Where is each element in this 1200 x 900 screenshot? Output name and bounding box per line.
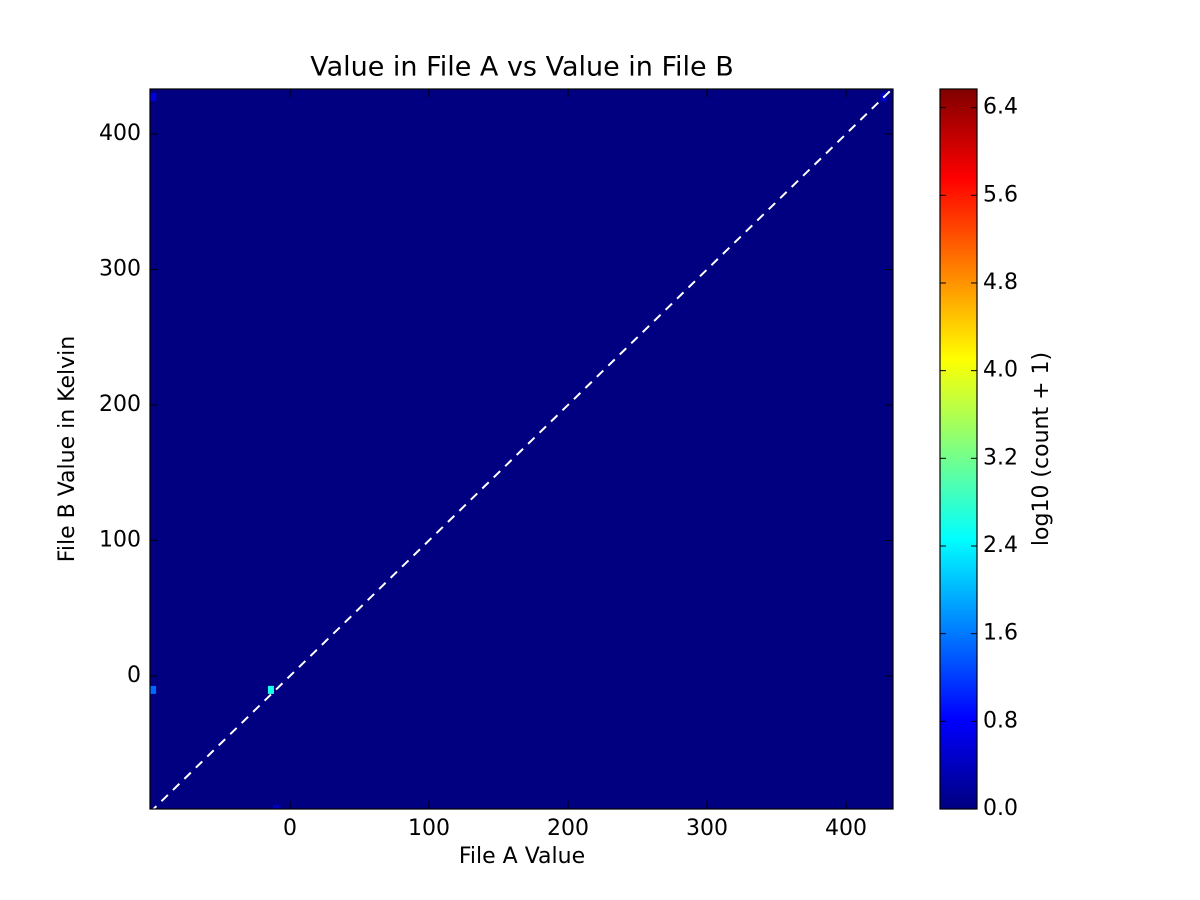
y-tick-label: 100 — [99, 527, 141, 552]
y-tick-label: 400 — [99, 121, 141, 146]
histogram-cell — [150, 685, 157, 694]
colorbar-tick-label: 0.8 — [983, 708, 1018, 733]
y-tick-label: 300 — [99, 256, 141, 281]
colorbar-label: log10 (count + 1) — [1029, 352, 1054, 546]
colorbar — [940, 89, 977, 809]
x-tick-label: 400 — [825, 816, 867, 841]
plot-frame — [149, 88, 894, 810]
histogram-cell — [267, 685, 274, 694]
x-tick-label: 0 — [283, 816, 297, 841]
colorbar-tick-label: 1.6 — [983, 621, 1018, 646]
colorbar-tick-label: 6.4 — [983, 95, 1018, 120]
colorbar-tick-label: 2.4 — [983, 533, 1018, 558]
colorbar-frame — [939, 88, 978, 810]
colorbar-tick-label: 4.0 — [983, 358, 1018, 383]
histogram-cell — [273, 804, 280, 809]
plot-area — [150, 89, 893, 809]
colorbar-tick-label: 5.6 — [983, 182, 1018, 207]
x-axis-label: File A Value — [459, 844, 585, 869]
x-tick-label: 300 — [686, 816, 728, 841]
colorbar-tick-label: 4.8 — [983, 270, 1018, 295]
colorbar-tick-label: 3.2 — [983, 445, 1018, 470]
x-tick-label: 100 — [408, 816, 450, 841]
reference-line — [152, 89, 893, 809]
x-tick-label: 200 — [547, 816, 589, 841]
histogram-cell — [150, 92, 157, 101]
y-axis-label: File B Value in Kelvin — [55, 336, 80, 562]
chart-title: Value in File A vs Value in File B — [310, 52, 734, 83]
y-tick-label: 0 — [127, 663, 141, 688]
colorbar-tick-label: 0.0 — [983, 796, 1018, 821]
y-tick-label: 200 — [99, 392, 141, 417]
